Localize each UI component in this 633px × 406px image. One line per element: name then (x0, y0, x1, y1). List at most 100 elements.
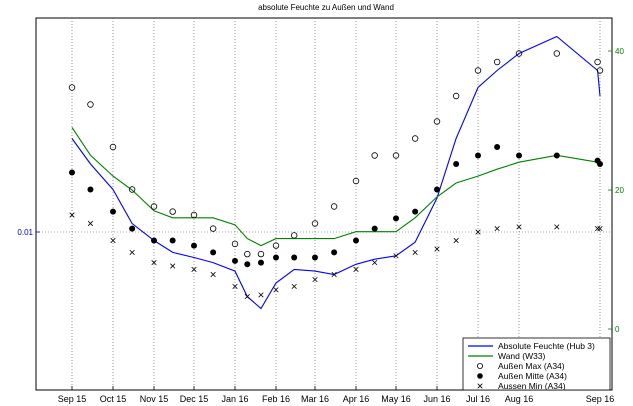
legend-swatch (477, 373, 483, 379)
point-aussen-min (87, 220, 94, 227)
y-left-tick-label: 0.01 (17, 228, 33, 237)
x-tick-label: Apr 16 (343, 394, 370, 404)
x-tick-label: Jul 16 (466, 394, 490, 404)
point-aussen-min (594, 226, 601, 232)
legend-swatch (476, 362, 483, 369)
x-tick-label: Oct 15 (100, 394, 127, 404)
point-aussen-min (291, 283, 297, 289)
point-aussen-min (434, 246, 440, 252)
point-aussen-max (392, 152, 400, 159)
point-aussen-mitte (516, 152, 522, 159)
point-aussen-min (129, 249, 135, 255)
point-aussen-max (596, 67, 604, 74)
x-tick-label: Sep 15 (58, 394, 87, 404)
point-aussen-max (87, 101, 94, 108)
legend-label: Aussen Min (A34) (498, 381, 566, 391)
point-aussen-mitte (453, 161, 460, 167)
point-aussen-min (331, 271, 337, 278)
chart-title: absolute Feuchte zu Außen und Wand (258, 3, 394, 12)
point-aussen-max (209, 225, 217, 232)
legend-label: Außen Max (A34) (498, 361, 565, 371)
series-absolute-feuchte-line (71, 35, 601, 310)
point-aussen-mitte (191, 242, 197, 249)
series-wand-line (71, 127, 600, 247)
point-aussen-mitte (69, 169, 75, 176)
point-aussen-max (452, 92, 460, 100)
series-lines (71, 35, 601, 310)
legend-label: Absolute Feuchte (Hub 3) (498, 341, 595, 351)
point-aussen-max (68, 84, 76, 91)
point-aussen-mitte (169, 237, 176, 244)
x-tick-label: Jun 16 (423, 394, 450, 404)
point-aussen-mitte (232, 257, 238, 264)
x-tick-label: Nov 15 (140, 394, 169, 404)
point-aussen-mitte (291, 254, 298, 261)
point-aussen-max (291, 232, 298, 239)
point-aussen-max (244, 250, 251, 258)
point-aussen-max (231, 240, 239, 248)
point-aussen-mitte (110, 208, 116, 215)
point-aussen-mitte (371, 225, 378, 232)
point-aussen-mitte (87, 186, 94, 193)
point-aussen-mitte (393, 215, 399, 222)
point-aussen-min (393, 253, 399, 259)
point-aussen-mitte (597, 161, 603, 167)
x-tick-label: Mar 16 (301, 394, 329, 404)
point-aussen-min (244, 294, 250, 300)
point-aussen-mitte (244, 261, 251, 268)
point-aussen-mitte (553, 152, 560, 159)
point-aussen-min (554, 224, 560, 230)
point-aussen-min (494, 226, 500, 232)
point-aussen-min (412, 249, 418, 255)
point-aussen-min (475, 229, 481, 235)
point-aussen-min (170, 263, 176, 269)
point-aussen-max (272, 242, 280, 249)
x-tick-label: Jan 16 (221, 394, 248, 404)
legend-label: Wand (W33) (498, 351, 546, 361)
legend-label: Außen Mitte (A34) (498, 371, 567, 381)
point-aussen-mitte (353, 237, 359, 244)
y-right-tick-label: 40 (615, 47, 624, 56)
y-right-tick-label: 20 (615, 186, 624, 195)
point-aussen-mitte (312, 254, 318, 261)
point-aussen-max (150, 203, 158, 210)
point-aussen-mitte (273, 254, 279, 261)
point-aussen-max (433, 118, 441, 125)
point-aussen-mitte (210, 249, 217, 256)
point-aussen-min (258, 292, 264, 298)
point-aussen-min (312, 277, 318, 283)
point-aussen-min (353, 266, 359, 272)
point-aussen-max (109, 143, 117, 151)
legend-swatch (477, 383, 483, 389)
point-aussen-max (594, 58, 601, 66)
point-aussen-max (190, 211, 198, 219)
point-aussen-mitte (257, 259, 264, 266)
point-aussen-mitte (434, 186, 440, 193)
x-tick-label: Feb 16 (262, 394, 290, 404)
x-tick-label: Sep 16 (586, 394, 615, 404)
point-aussen-min (516, 224, 522, 230)
point-aussen-min (151, 260, 157, 266)
point-aussen-max (371, 152, 378, 159)
point-aussen-max (515, 50, 523, 57)
point-aussen-mitte (129, 225, 136, 232)
point-aussen-mitte (331, 249, 338, 256)
x-tick-label: Aug 16 (505, 394, 534, 404)
point-aussen-min (273, 287, 279, 293)
legend-box (462, 337, 611, 391)
point-aussen-mitte (475, 152, 481, 159)
point-aussen-min (69, 212, 75, 218)
point-aussen-max (330, 203, 338, 210)
series-markers (68, 50, 604, 300)
point-aussen-mitte (494, 144, 501, 150)
point-aussen-max (553, 50, 560, 57)
point-aussen-max (311, 220, 319, 227)
point-aussen-max (257, 250, 265, 258)
axes: Sep 15 Oct 15 Nov 15 Dec 15 Jan 16 Feb 16 Mar … (17, 47, 624, 404)
x-tick-label: May 16 (381, 394, 411, 404)
point-aussen-max (474, 67, 482, 74)
point-aussen-max (128, 186, 136, 193)
legend: Absolute Feuchte (Hub 3)Wand (W33)Außen … (462, 337, 611, 391)
point-aussen-min (191, 266, 197, 272)
